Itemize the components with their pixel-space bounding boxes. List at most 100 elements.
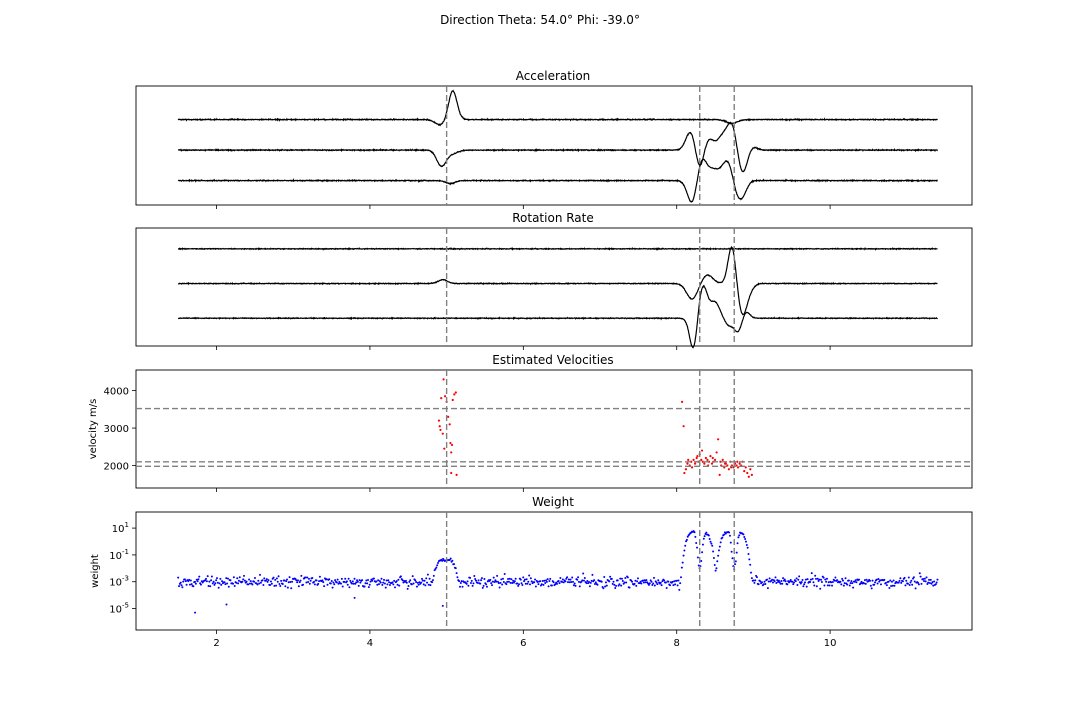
weight-point	[700, 560, 702, 562]
weight-point	[761, 581, 763, 583]
weight-point	[259, 574, 261, 576]
weight-point	[475, 580, 477, 582]
weight-point	[340, 583, 342, 585]
weight-point	[499, 582, 501, 584]
weight-point	[855, 581, 857, 583]
weight-point	[375, 581, 377, 583]
rotation-rate-title: Rotation Rate	[512, 211, 594, 225]
weight-point	[890, 585, 892, 587]
velocity-point	[715, 451, 717, 453]
weight-point	[367, 579, 369, 581]
weight-point	[235, 582, 237, 584]
weight-point	[785, 580, 787, 582]
weight-point	[389, 584, 391, 586]
figure-title: Direction Theta: 54.0° Phi: -39.0°	[440, 13, 640, 27]
weight-point	[526, 578, 528, 580]
velocities-ylabel: velocity m/s	[88, 399, 99, 460]
weight-point	[820, 579, 822, 581]
weight-point	[873, 584, 875, 586]
weight-point	[771, 579, 773, 581]
weight-point	[625, 582, 627, 584]
velocity-point	[746, 472, 748, 474]
velocity-point	[701, 449, 703, 451]
weight-point	[420, 582, 422, 584]
weight-point	[364, 586, 366, 588]
x-tick-label: 8	[674, 638, 680, 649]
velocity-point	[449, 423, 451, 425]
weight-point	[198, 576, 200, 578]
weight-point	[300, 575, 302, 577]
weight-point	[746, 544, 748, 546]
weight-point	[865, 583, 867, 585]
weight-point	[236, 577, 238, 579]
weight-point	[766, 579, 768, 581]
weight-point	[361, 579, 363, 581]
weight-point	[606, 585, 608, 587]
weight-point	[613, 584, 615, 586]
weight-point	[386, 579, 388, 581]
weight-point	[817, 578, 819, 580]
weight-point	[775, 582, 777, 584]
weight-point	[397, 584, 399, 586]
weight-point	[864, 579, 866, 581]
weight-point	[346, 580, 348, 582]
weight-point	[208, 581, 210, 583]
weight-point	[735, 560, 737, 562]
weight-point	[710, 543, 712, 545]
weight-point	[764, 583, 766, 585]
weight-point	[582, 573, 584, 575]
weight-point	[219, 578, 221, 580]
weight-point	[936, 582, 938, 584]
weight-point	[213, 581, 215, 583]
weight-point	[384, 583, 386, 585]
velocity-point	[442, 433, 444, 435]
weight-point	[483, 585, 485, 587]
weight-point	[248, 579, 250, 581]
weight-point	[413, 582, 415, 584]
weight-point	[467, 580, 469, 582]
weight-point	[442, 605, 444, 607]
weight-point	[316, 579, 318, 581]
velocity-point	[442, 378, 444, 380]
weight-point	[229, 579, 231, 581]
weight-point	[694, 531, 696, 533]
weight-point	[219, 582, 221, 584]
weight-point	[708, 534, 710, 536]
weight-point	[481, 577, 483, 579]
weight-point	[436, 564, 438, 566]
weight-point	[181, 584, 183, 586]
weight-point	[396, 580, 398, 582]
weight-point	[491, 584, 493, 586]
weight-point	[572, 581, 574, 583]
weight-point	[909, 581, 911, 583]
weight-point	[280, 580, 282, 582]
weight-point	[712, 551, 714, 553]
weight-point	[433, 575, 435, 577]
x-tick-label: 4	[367, 638, 373, 649]
velocity-point	[728, 468, 730, 470]
weight-point	[424, 584, 426, 586]
weight-point	[803, 583, 805, 585]
weight-point	[180, 582, 182, 584]
velocity-point	[696, 455, 698, 457]
weight-point	[904, 584, 906, 586]
weight-point	[394, 586, 396, 588]
weight-point	[234, 585, 236, 587]
weight-point	[218, 587, 220, 589]
weight-point	[383, 579, 385, 581]
weight-point	[834, 580, 836, 582]
weight-point	[669, 584, 671, 586]
weight-point	[805, 579, 807, 581]
weight-point	[793, 582, 795, 584]
velocity-point	[705, 457, 707, 459]
velocity-point	[724, 463, 726, 465]
weight-point	[485, 583, 487, 585]
weight-point	[514, 580, 516, 582]
weight-point	[695, 542, 697, 544]
weight-point	[851, 582, 853, 584]
weight-point	[563, 581, 565, 583]
weight-point	[850, 580, 852, 582]
weight-point	[880, 583, 882, 585]
weight-point	[546, 581, 548, 583]
weight-point	[823, 584, 825, 586]
